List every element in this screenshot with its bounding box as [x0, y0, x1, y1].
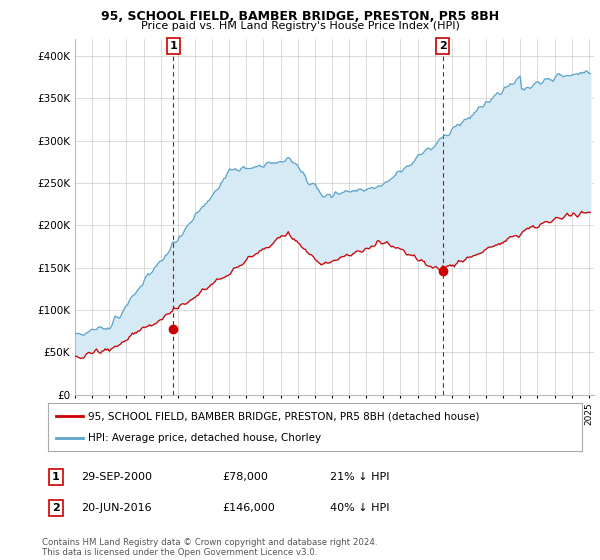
Text: 2: 2 — [52, 503, 59, 513]
Text: 1: 1 — [52, 472, 59, 482]
Text: 20-JUN-2016: 20-JUN-2016 — [81, 503, 152, 513]
Text: 1: 1 — [170, 41, 178, 51]
Text: HPI: Average price, detached house, Chorley: HPI: Average price, detached house, Chor… — [88, 433, 321, 443]
Text: 21% ↓ HPI: 21% ↓ HPI — [330, 472, 389, 482]
Text: £78,000: £78,000 — [222, 472, 268, 482]
Text: 40% ↓ HPI: 40% ↓ HPI — [330, 503, 389, 513]
Text: 95, SCHOOL FIELD, BAMBER BRIDGE, PRESTON, PR5 8BH (detached house): 95, SCHOOL FIELD, BAMBER BRIDGE, PRESTON… — [88, 411, 479, 421]
Text: Contains HM Land Registry data © Crown copyright and database right 2024.
This d: Contains HM Land Registry data © Crown c… — [42, 538, 377, 557]
Text: 29-SEP-2000: 29-SEP-2000 — [81, 472, 152, 482]
Text: 95, SCHOOL FIELD, BAMBER BRIDGE, PRESTON, PR5 8BH: 95, SCHOOL FIELD, BAMBER BRIDGE, PRESTON… — [101, 10, 499, 23]
Text: Price paid vs. HM Land Registry's House Price Index (HPI): Price paid vs. HM Land Registry's House … — [140, 21, 460, 31]
Text: £146,000: £146,000 — [222, 503, 275, 513]
Text: 2: 2 — [439, 41, 446, 51]
